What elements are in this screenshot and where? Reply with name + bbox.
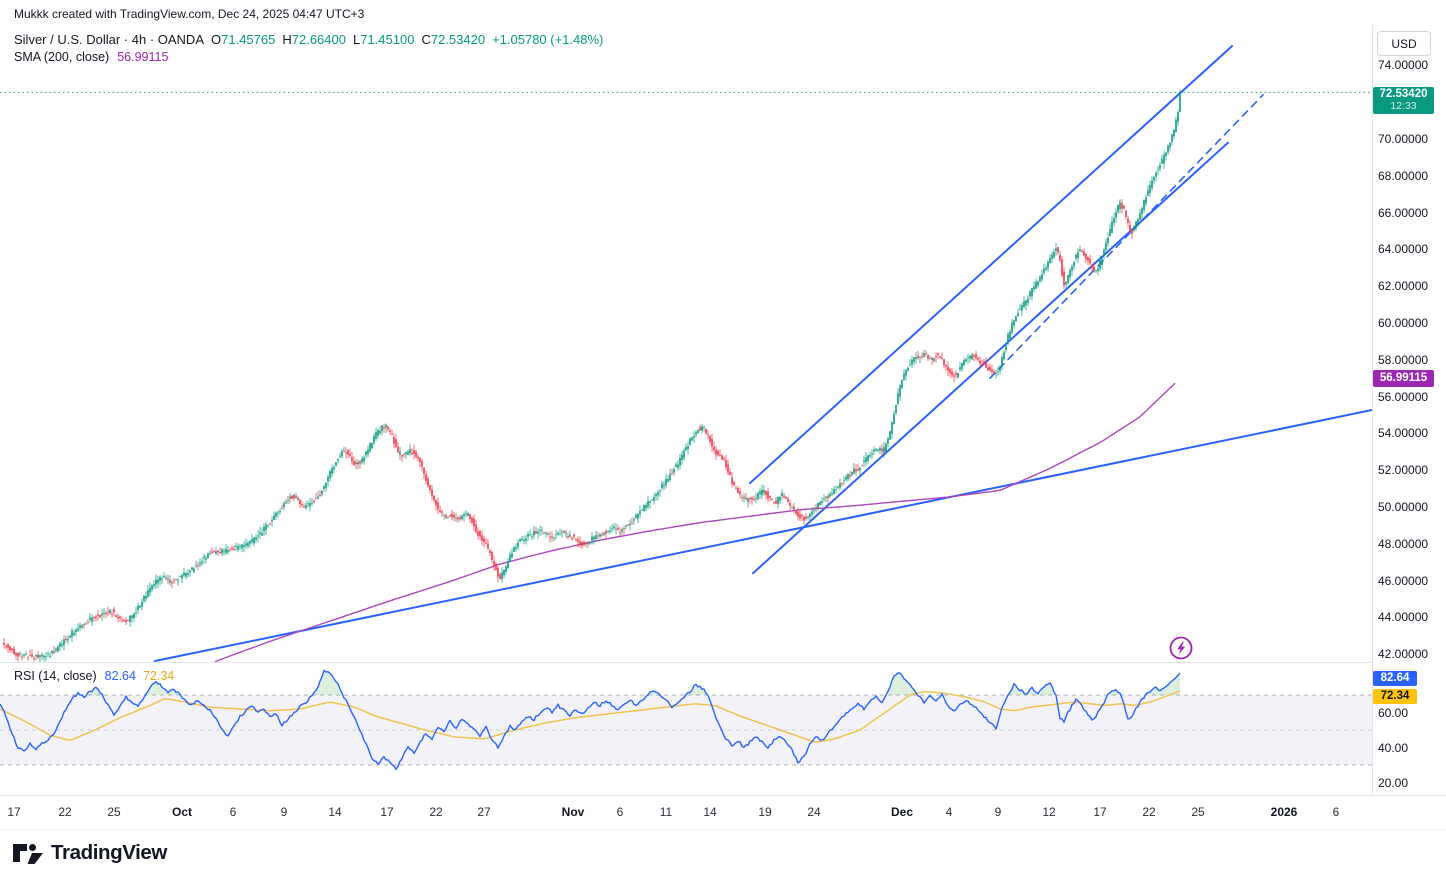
down-candles [3,203,1133,660]
rsi-value-badge: 82.64 [1373,670,1417,686]
time-tick-label: 17 [1093,805,1107,819]
down-candle-wicks [3,199,1133,662]
price-tick-label: 52.00000 [1378,463,1429,478]
symbol-title[interactable]: Silver / U.S. Dollar · 4h · OANDA [14,32,204,47]
tradingview-logo-icon [13,844,43,864]
rsi-tick-label: 40.00 [1378,740,1409,755]
time-tick-label: 6 [229,805,237,819]
sma-indicator-label[interactable]: SMA (200, close) [14,50,110,64]
price-tick-label: 64.00000 [1378,242,1429,257]
rsi-ma-line[interactable] [0,690,1181,743]
price-tick-label: 70.00000 [1378,132,1429,146]
bottom-border [0,829,1446,830]
sma-value: 56.99115 [117,50,169,64]
time-tick-label: 9 [994,805,1002,819]
rsi-legend: RSI (14, close) 82.64 72.34 [14,669,174,683]
time-axis-border [0,795,1446,796]
time-tick-label: 22 [429,805,443,819]
rsi-tick-label: 60.00 [1378,705,1409,720]
time-tick-label: Nov [561,805,585,819]
time-tick-label: 9 [280,805,288,819]
time-tick-label: 2026 [1270,805,1298,819]
ohlc-number: 72.66400 [291,32,346,47]
rsi-indicator-label[interactable]: RSI (14, close) [14,669,97,683]
price-tick-label: 56.00000 [1378,389,1429,404]
time-tick-label: 17 [380,805,394,819]
time-tick-label: 25 [107,805,121,819]
tradingview-logo[interactable]: TradingView [12,841,167,865]
rsi-pane[interactable] [0,669,1372,771]
up-candles [19,92,1181,658]
sma-legend: SMA (200, close) 56.99115 [14,50,168,64]
time-tick-label: 24 [807,805,821,819]
currency-label: USD [1391,36,1417,51]
attribution: Mukkk created with TradingView.com, Dec … [14,7,365,21]
bar-countdown: 12:33 [1390,100,1417,113]
time-tick-label: 4 [945,805,953,819]
time-tick-label: 14 [328,805,342,819]
price-tick-label: 66.00000 [1378,205,1429,220]
time-tick-label: 12 [1042,805,1056,819]
ohlc-key: L [352,32,361,47]
rsi-band [0,695,1372,765]
time-tick-label: 25 [1191,805,1205,819]
time-tick-label: 6 [616,805,624,819]
price-axis-border [1372,25,1373,795]
up-candle-wicks [19,90,1181,662]
currency-button[interactable]: USD [1377,31,1431,56]
price-tick-label: 62.00000 [1378,279,1429,294]
price-pane[interactable] [0,45,1372,662]
ohlc-number: 71.45765 [221,32,276,47]
sma-price-badge: 56.99115 [1373,370,1434,388]
last-price-badge: 72.53420 12:33 [1373,87,1434,115]
time-tick-label: 19 [758,805,772,819]
price-tick-label: 54.00000 [1378,426,1429,441]
trendline[interactable] [749,45,1233,485]
trendline[interactable] [154,409,1372,662]
time-tick-label: 6 [1332,805,1340,819]
dashed-trendline[interactable] [989,94,1264,380]
sma-200-line[interactable] [214,382,1176,662]
price-tick-label: 68.00000 [1378,168,1429,183]
time-tick-label: Oct [171,805,192,819]
time-tick-label: 17 [7,805,21,819]
price-tick-label: 60.00000 [1378,316,1429,330]
time-tick-label: 27 [477,805,491,819]
rsi-ma-value: 72.34 [142,669,175,683]
ohlc-number: 72.53420 [430,32,486,47]
price-tick-label: 42.00000 [1378,647,1429,662]
symbol-legend: Silver / U.S. Dollar · 4h · OANDA O71.457… [14,32,603,47]
ohlc-key: C [421,32,431,47]
time-tick-label: 22 [58,805,72,819]
price-tick-label: 74.00000 [1378,58,1429,73]
ohlc-values: O71.45765 H72.66400 L71.45100 C72.53420 [204,32,485,47]
ohlc-key: O [211,32,222,47]
ohlc-number: 71.45100 [360,32,415,47]
price-tick-label: 58.00000 [1378,352,1429,367]
rsi-ma-value-badge: 72.34 [1373,688,1417,704]
pane-divider[interactable] [0,662,1372,663]
time-tick-label: 14 [703,805,717,819]
time-tick-label: Dec [890,805,913,819]
time-tick-label: 22 [1142,805,1156,819]
price-tick-label: 46.00000 [1378,573,1429,588]
price-tick-label: 44.00000 [1378,610,1429,625]
price-tick-label: 50.00000 [1378,500,1429,514]
price-tick-label: 48.00000 [1378,536,1429,551]
change-value: +1.05780 (+1.48%) [492,32,604,47]
tradingview-logo-text: TradingView [51,841,167,864]
ohlc-key: H [282,32,292,47]
rsi-line[interactable] [0,669,1181,771]
last-price-value: 72.53420 [1379,88,1428,101]
rsi-value: 82.64 [104,669,136,683]
rsi-tick-label: 20.00 [1378,775,1409,790]
lightning-icon [1177,641,1186,655]
instant-trading-button[interactable] [1168,635,1194,661]
time-tick-label: 11 [659,805,673,819]
